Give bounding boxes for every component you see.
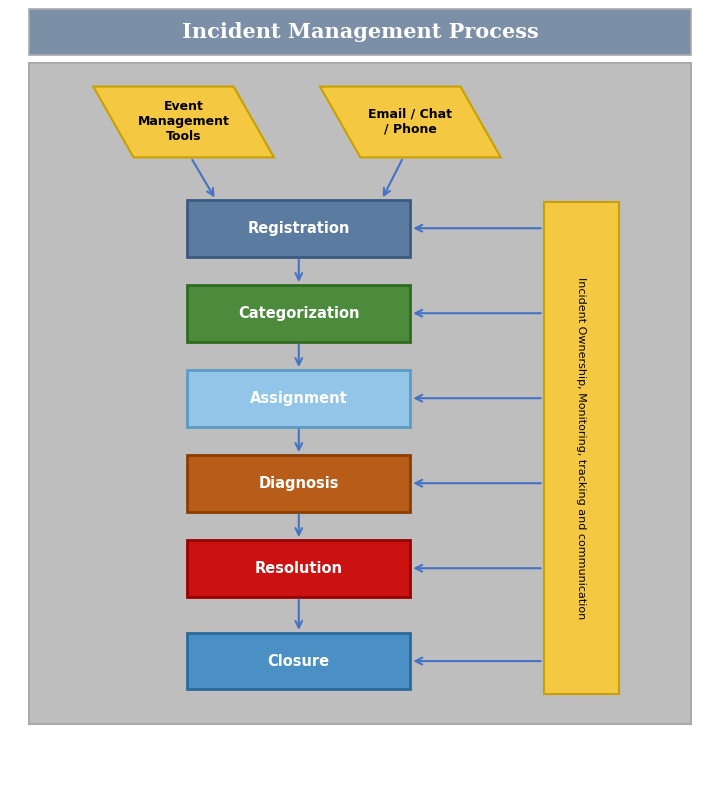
Text: Email / Chat
/ Phone: Email / Chat / Phone xyxy=(369,108,452,136)
Text: Diagnosis: Diagnosis xyxy=(258,475,339,491)
Text: Categorization: Categorization xyxy=(238,305,359,321)
FancyBboxPatch shape xyxy=(187,200,410,257)
Text: Incident Ownership, Monitoring, tracking and communication: Incident Ownership, Monitoring, tracking… xyxy=(577,277,586,619)
Text: Registration: Registration xyxy=(248,220,350,236)
Polygon shape xyxy=(94,87,274,157)
Polygon shape xyxy=(320,87,501,157)
Text: Assignment: Assignment xyxy=(250,390,348,406)
FancyBboxPatch shape xyxy=(187,370,410,427)
FancyBboxPatch shape xyxy=(29,63,691,724)
Text: Resolution: Resolution xyxy=(255,560,343,576)
FancyBboxPatch shape xyxy=(187,633,410,689)
FancyBboxPatch shape xyxy=(544,202,619,694)
Text: Incident Management Process: Incident Management Process xyxy=(181,22,539,42)
FancyBboxPatch shape xyxy=(29,9,691,55)
FancyBboxPatch shape xyxy=(187,455,410,512)
FancyBboxPatch shape xyxy=(187,540,410,597)
FancyBboxPatch shape xyxy=(187,285,410,342)
Text: Event
Management
Tools: Event Management Tools xyxy=(138,101,230,143)
Text: Closure: Closure xyxy=(268,653,330,669)
